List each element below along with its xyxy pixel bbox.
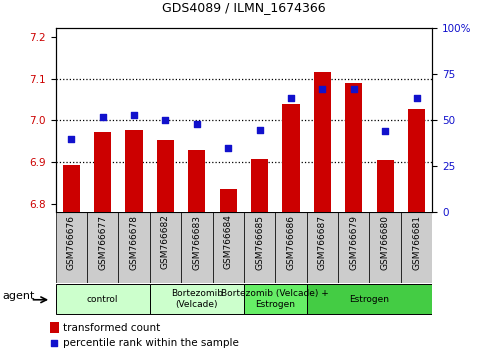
Bar [126, 130, 142, 212]
Point [224, 145, 232, 151]
Bar [157, 140, 174, 212]
Bar [275, 212, 307, 283]
Point [130, 112, 138, 118]
Text: GSM766676: GSM766676 [67, 215, 76, 269]
Text: GSM766677: GSM766677 [98, 215, 107, 269]
Text: GSM766682: GSM766682 [161, 215, 170, 269]
Bar [314, 72, 331, 212]
Point [193, 121, 201, 127]
Point [68, 136, 75, 142]
Text: Bortezomib (Velcade) +
Estrogen: Bortezomib (Velcade) + Estrogen [221, 290, 329, 309]
Bar [118, 212, 150, 283]
Point [319, 86, 327, 92]
Point [382, 129, 389, 134]
Text: GSM766678: GSM766678 [129, 215, 139, 269]
Point [412, 96, 420, 101]
Text: GSM766683: GSM766683 [192, 215, 201, 269]
Bar [244, 284, 307, 314]
Text: GSM766684: GSM766684 [224, 215, 233, 269]
Bar [63, 165, 80, 212]
Bar [56, 284, 150, 314]
Bar [345, 83, 362, 212]
Bar [87, 212, 118, 283]
Bar [283, 104, 299, 212]
Point [287, 96, 295, 101]
Bar [188, 150, 205, 212]
Text: GSM766679: GSM766679 [349, 215, 358, 269]
Bar [307, 212, 338, 283]
Bar [94, 132, 111, 212]
Text: GDS4089 / ILMN_1674366: GDS4089 / ILMN_1674366 [162, 1, 326, 14]
Point [256, 127, 264, 132]
Bar [338, 212, 369, 283]
Bar [251, 159, 268, 212]
Text: control: control [87, 295, 118, 304]
Bar [369, 212, 401, 283]
Text: Bortezomib
(Velcade): Bortezomib (Velcade) [171, 290, 223, 309]
Text: GSM766686: GSM766686 [286, 215, 296, 269]
Bar [213, 212, 244, 283]
Point [99, 114, 107, 120]
Bar [377, 160, 394, 212]
Text: GSM766687: GSM766687 [318, 215, 327, 269]
Bar [307, 284, 432, 314]
Text: GSM766680: GSM766680 [381, 215, 390, 269]
Point [350, 86, 357, 92]
Point [161, 118, 170, 123]
Bar [56, 212, 87, 283]
Text: GSM766681: GSM766681 [412, 215, 421, 269]
Text: percentile rank within the sample: percentile rank within the sample [63, 338, 239, 348]
Bar [50, 322, 59, 333]
Bar [150, 212, 181, 283]
Point [51, 341, 58, 346]
Bar [181, 212, 213, 283]
Text: GSM766685: GSM766685 [255, 215, 264, 269]
Bar [150, 284, 244, 314]
Text: transformed count: transformed count [63, 322, 160, 332]
Bar [408, 109, 425, 212]
Bar [244, 212, 275, 283]
Text: agent: agent [3, 291, 35, 301]
Text: Estrogen: Estrogen [350, 295, 389, 304]
Bar [220, 189, 237, 212]
Bar [401, 212, 432, 283]
